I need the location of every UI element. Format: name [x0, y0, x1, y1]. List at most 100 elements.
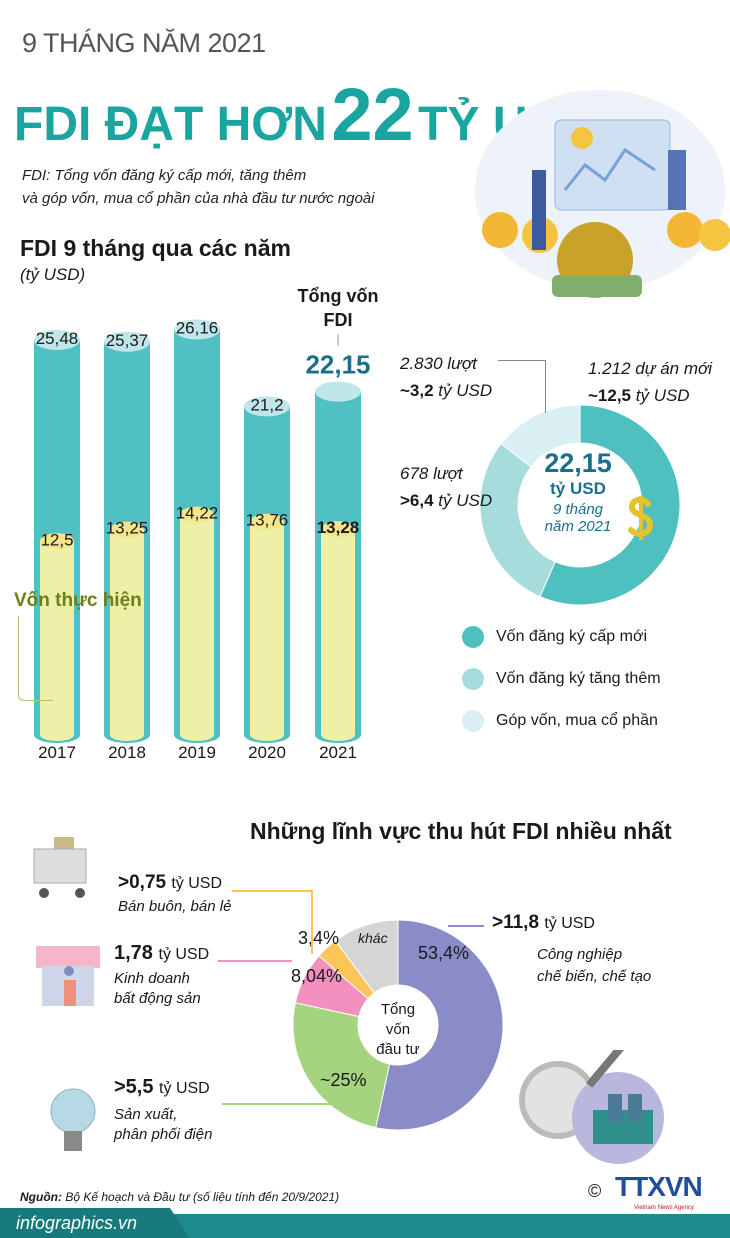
sector-name-line1: Sản xuất, — [114, 1106, 178, 1123]
businessman-icon — [668, 150, 686, 210]
realized-bar-top — [40, 533, 74, 550]
legend-label: Góp vốn, mua cổ phần — [496, 712, 658, 729]
agency-tagline: Vietnam News Agency — [632, 1204, 696, 1212]
realized-label-connector — [18, 616, 53, 701]
total-value-label: 26,16 — [176, 319, 219, 338]
new-value: ~12,5 — [588, 386, 632, 405]
sector-retail: >0,75 tỷ USD Bán buôn, bán lẻ — [118, 872, 231, 915]
copyright-symbol: © — [588, 1181, 602, 1201]
realized-bar-base — [40, 729, 74, 741]
capital-slice — [500, 404, 581, 468]
donut-center: 22,15 tỷ USD 9 tháng năm 2021 — [538, 448, 618, 535]
total-value-label: 25,48 — [36, 329, 79, 348]
coin-icon — [667, 212, 703, 248]
sector-name-line2: phân phối điện — [114, 1126, 213, 1143]
source-text: Bộ Kế hoạch và Đầu tư (số liệu tính đến … — [65, 1190, 340, 1204]
sector-name-line1: Kinh doanh — [114, 970, 190, 987]
new-unit: tỷ USD — [635, 386, 690, 405]
definition-line1: FDI: Tổng vốn đăng ký cấp mới, tăng thêm — [22, 167, 307, 184]
realized-bar-base — [180, 729, 214, 741]
unit: tỷ USD — [159, 1080, 210, 1097]
amount: >11,8 — [492, 912, 540, 933]
slice-label-real-estate: 8,04% — [291, 966, 343, 986]
kicker: 9 THÁNG NĂM 2021 — [22, 28, 266, 58]
total-fdi-annotation-line1: Tổng vốn — [297, 286, 379, 306]
fdi-bar-chart: 25,48 12,5 2017 25,37 13,25 2018 26,16 14,22 201… — [34, 319, 371, 762]
real-estate-connector — [218, 960, 292, 962]
sector-name-line1: Công nghiệp — [537, 946, 623, 963]
investment-illustration — [475, 90, 730, 298]
slice-label-electricity: ~25% — [320, 1070, 367, 1090]
site-link[interactable]: infographics.vn — [0, 1208, 190, 1238]
realized-value-label: 12,5 — [40, 530, 73, 549]
realized-value-label: 13,76 — [246, 511, 289, 530]
electricity-connector — [222, 1103, 347, 1105]
realized-bar-base — [110, 729, 144, 741]
realized-bar-top — [180, 506, 214, 523]
sector-slice — [292, 1002, 391, 1129]
sector-donut — [292, 919, 504, 1131]
total-bar-top — [34, 330, 80, 351]
amount: >5,5 — [114, 1076, 154, 1098]
ttxvn-logo: TTXVN — [615, 1171, 703, 1202]
trend-line-icon — [563, 147, 656, 191]
total-value-label: 21,2 — [250, 395, 283, 414]
legend-label: Vốn đăng ký tăng thêm — [496, 670, 661, 687]
realized-bar-base — [321, 729, 355, 741]
legend-item-new: Vốn đăng ký cấp mới — [462, 616, 661, 658]
retail-connector — [232, 890, 313, 954]
increase-value: >6,4 — [400, 491, 434, 510]
capital-slice — [539, 404, 681, 606]
unit: tỷ USD — [158, 946, 210, 963]
new-count: 1.212 dự án mới — [588, 359, 713, 378]
slice-label-retail: 3,4% — [298, 928, 340, 948]
year-tick-label: 2019 — [178, 743, 216, 762]
year-tick-label: 2021 — [319, 743, 357, 762]
share-value: ~3,2 — [400, 381, 434, 400]
shopping-cart-icon — [33, 837, 87, 898]
amount: 1,78 — [114, 942, 153, 964]
realized-bar-top — [110, 521, 144, 538]
realized-bar — [40, 541, 74, 735]
realized-bar — [321, 529, 355, 735]
money-stack-icon — [552, 275, 642, 297]
industry-gear-icon — [519, 1050, 664, 1164]
share-count: 2.830 lượt — [400, 354, 477, 373]
realized-bar-top — [321, 521, 355, 538]
realized-value-label: 13,25 — [106, 519, 149, 538]
coin-icon — [571, 127, 593, 149]
realized-value-label: 13,28 — [317, 518, 360, 537]
sector-name: Bán buôn, bán lẻ — [118, 898, 232, 915]
sector-electricity: >5,5 tỷ USD Sản xuất, phân phối điện — [114, 1076, 212, 1145]
title-part1: FDI ĐẠT HƠN — [14, 98, 327, 151]
coin-icon — [699, 219, 730, 251]
donut-center-period: 9 tháng — [552, 501, 604, 518]
donut-center-value: 22,15 — [544, 448, 612, 478]
unit: tỷ USD — [171, 875, 223, 892]
year-tick-label: 2020 — [248, 743, 286, 762]
increase-count: 678 lượt — [400, 464, 463, 483]
total-fdi-annotation: Tổng vốn FDI — [288, 284, 388, 332]
sector-donut-center: Tổng vốn đầu tư — [363, 1000, 433, 1060]
total-bar-top — [244, 396, 290, 417]
share-label-connector — [498, 360, 546, 413]
total-value-label: 25,37 — [106, 331, 149, 350]
realized-value-label: 14,22 — [176, 504, 219, 523]
bar-chart-title: FDI 9 tháng qua các năm — [20, 235, 291, 261]
source-label: Nguồn: — [20, 1190, 62, 1204]
amount: >0,75 — [118, 872, 167, 893]
sector-manufacturing: >11,8 tỷ USD Công nghiệp chế biến, chế tạ… — [492, 912, 651, 988]
coin-icon — [482, 212, 518, 248]
sector-section-title: Những lĩnh vực thu hút FDI nhiều nhất — [250, 818, 672, 844]
realized-bar — [110, 529, 144, 735]
donut-legend: Vốn đăng ký cấp mới Vốn đăng ký tăng thê… — [462, 616, 661, 742]
year-tick-label: 2017 — [38, 743, 76, 762]
legend-item-share: Góp vốn, mua cổ phần — [462, 700, 661, 742]
share-purchase-label: 2.830 lượt ~3,2 tỷ USD — [400, 350, 492, 404]
sector-name-line2: bất động sản — [114, 990, 201, 1007]
unit: tỷ USD — [544, 915, 595, 932]
realized-bar-top — [250, 513, 284, 530]
legend-swatch — [462, 668, 484, 690]
definition: FDI: Tổng vốn đăng ký cấp mới, tăng thêm… — [22, 164, 375, 210]
share-unit: tỷ USD — [438, 381, 493, 400]
